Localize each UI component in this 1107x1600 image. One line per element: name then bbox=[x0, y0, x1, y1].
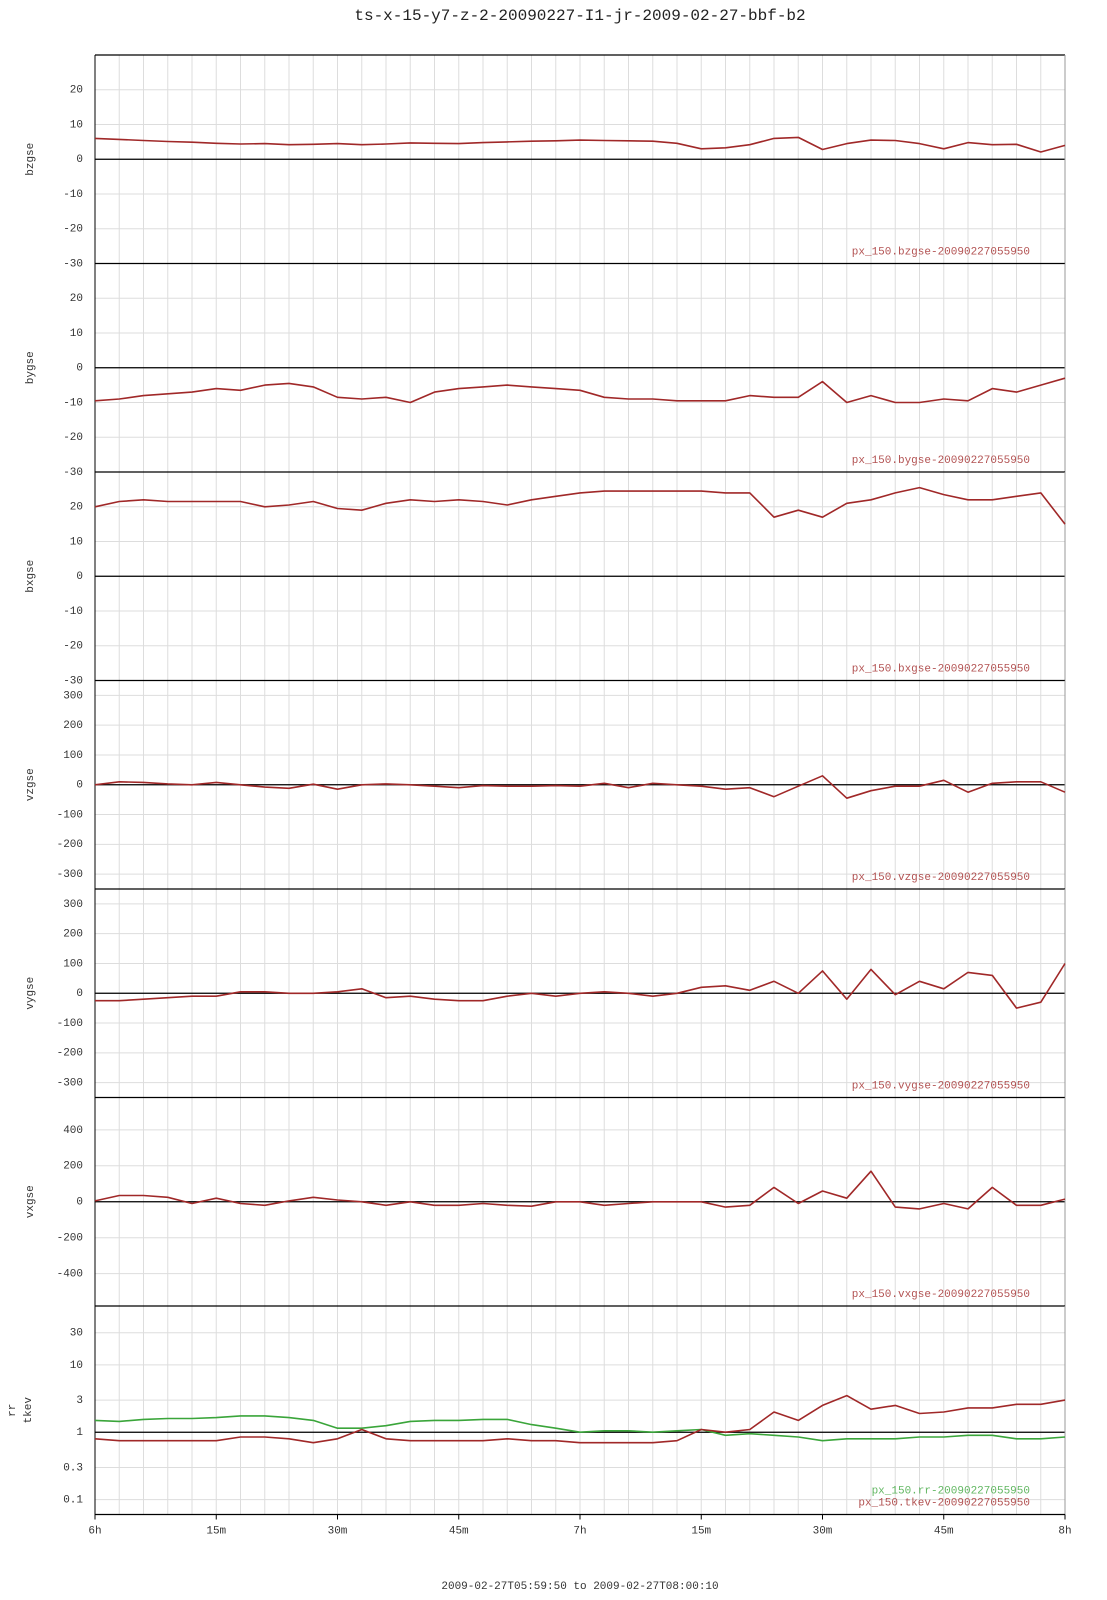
x-tick-label: 15m bbox=[206, 1525, 226, 1537]
x-tick-label: 45m bbox=[449, 1525, 469, 1537]
x-tick-label: 30m bbox=[328, 1525, 348, 1537]
y-tick-label: 0 bbox=[76, 988, 83, 1000]
y-axis-label: rr bbox=[7, 1404, 19, 1417]
y-tick-label: 100 bbox=[63, 750, 83, 762]
series-line bbox=[94, 1170, 1066, 1210]
y-axis-label: bxgse bbox=[25, 560, 37, 593]
series-line bbox=[94, 486, 1066, 525]
series-label: px_150.rr-20090227055950 bbox=[872, 1485, 1030, 1497]
y-tick-label: -200 bbox=[57, 1233, 83, 1245]
y-tick-label: 1 bbox=[76, 1427, 83, 1439]
series-line bbox=[94, 775, 1066, 799]
y-tick-label: 200 bbox=[63, 929, 83, 941]
series-label: px_150.vygse-20090227055950 bbox=[852, 1080, 1030, 1092]
y-tick-label: 3 bbox=[76, 1395, 83, 1407]
y-tick-label: 0 bbox=[76, 363, 83, 375]
series-label: px_150.vzgse-20090227055950 bbox=[852, 872, 1030, 884]
y-tick-label: -100 bbox=[57, 1018, 83, 1030]
y-tick-label: -30 bbox=[63, 675, 83, 687]
series-label: px_150.tkev-20090227055950 bbox=[858, 1497, 1030, 1509]
y-tick-label: -300 bbox=[57, 869, 83, 881]
x-tick-label: 15m bbox=[691, 1525, 711, 1537]
series-line bbox=[94, 136, 1066, 153]
y-tick-label: 20 bbox=[70, 293, 83, 305]
y-tick-label: -30 bbox=[63, 467, 83, 479]
y-axis-label: tkev bbox=[23, 1397, 35, 1424]
x-tick-label: 45m bbox=[934, 1525, 954, 1537]
y-tick-label: -400 bbox=[57, 1269, 83, 1281]
y-tick-label: 0 bbox=[76, 1197, 83, 1209]
y-tick-label: 200 bbox=[63, 1161, 83, 1173]
chart-title: ts-x-15-y7-z-2-20090227-I1-jr-2009-02-27… bbox=[354, 7, 805, 25]
y-tick-label: -200 bbox=[57, 839, 83, 851]
time-range: 2009-02-27T05:59:50 to 2009-02-27T08:00:… bbox=[441, 1581, 718, 1593]
y-tick-label: 200 bbox=[63, 720, 83, 732]
y-axis-label: bzgse bbox=[25, 143, 37, 176]
series-label: px_150.bygse-20090227055950 bbox=[852, 455, 1030, 467]
y-tick-label: 30 bbox=[70, 1328, 83, 1340]
y-tick-label: 10 bbox=[70, 536, 83, 548]
y-tick-label: 400 bbox=[63, 1125, 83, 1137]
series-label: px_150.bxgse-20090227055950 bbox=[852, 663, 1030, 675]
y-tick-label: -20 bbox=[63, 432, 83, 444]
y-tick-label: -20 bbox=[63, 224, 83, 236]
y-tick-label: -200 bbox=[57, 1048, 83, 1060]
y-tick-label: 300 bbox=[63, 899, 83, 911]
y-tick-label: -30 bbox=[63, 258, 83, 270]
series-line bbox=[94, 1394, 1066, 1444]
y-tick-label: 300 bbox=[63, 690, 83, 702]
y-axis-label: vygse bbox=[25, 977, 37, 1010]
x-tick-label: 7h bbox=[573, 1525, 586, 1537]
y-tick-label: 20 bbox=[70, 502, 83, 514]
y-tick-label: -100 bbox=[57, 809, 83, 821]
y-tick-label: 0 bbox=[76, 780, 83, 792]
x-tick-label: 6h bbox=[88, 1525, 101, 1537]
series-label: px_150.vxgse-20090227055950 bbox=[852, 1289, 1030, 1301]
y-tick-label: 10 bbox=[70, 119, 83, 131]
series-line bbox=[94, 377, 1066, 404]
y-tick-label: 20 bbox=[70, 85, 83, 97]
y-axis-label: vxgse bbox=[25, 1185, 37, 1218]
y-tick-label: 0 bbox=[76, 154, 83, 166]
series-line bbox=[95, 963, 1066, 1009]
y-tick-label: 0.3 bbox=[63, 1462, 83, 1474]
x-tick-label: 30m bbox=[813, 1525, 833, 1537]
series-label: px_150.bzgse-20090227055950 bbox=[852, 246, 1030, 258]
y-tick-label: -20 bbox=[63, 641, 83, 653]
y-tick-label: 10 bbox=[70, 1360, 83, 1372]
y-tick-label: 0 bbox=[76, 571, 83, 583]
y-axis-label: vzgse bbox=[25, 768, 37, 801]
x-tick-label: 8h bbox=[1058, 1525, 1071, 1537]
y-tick-label: 100 bbox=[63, 958, 83, 970]
y-tick-label: 10 bbox=[70, 328, 83, 340]
y-axis-label: bygse bbox=[25, 351, 37, 384]
y-tick-label: 0.1 bbox=[63, 1494, 83, 1506]
series-line bbox=[94, 1415, 1066, 1442]
y-tick-label: -10 bbox=[63, 606, 83, 618]
y-tick-label: -300 bbox=[57, 1078, 83, 1090]
y-tick-label: -10 bbox=[63, 397, 83, 409]
y-tick-label: -10 bbox=[63, 189, 83, 201]
